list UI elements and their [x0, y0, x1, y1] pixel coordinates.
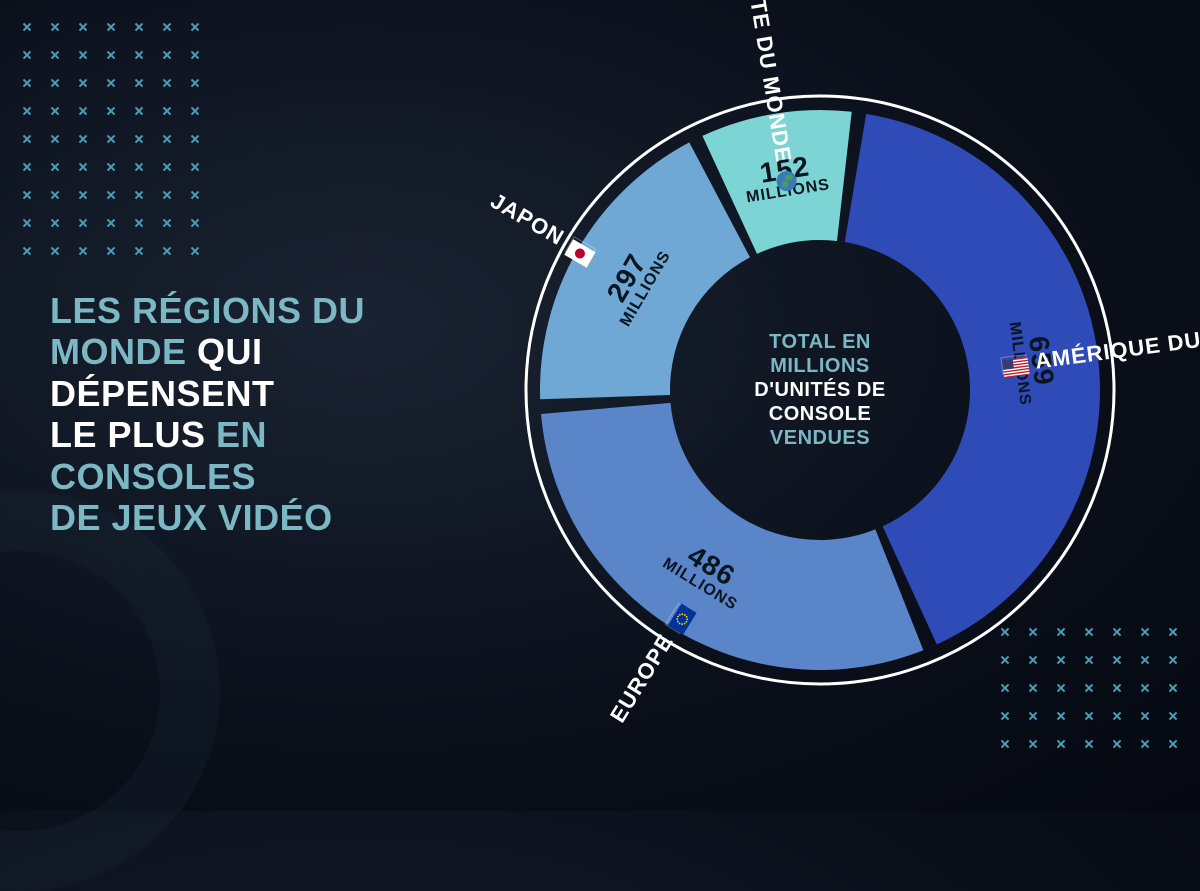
us-flag-icon	[1001, 353, 1029, 374]
background-circle	[0, 491, 220, 891]
globe-icon	[774, 169, 799, 194]
chart-center-label: TOTAL EN MILLIONSD'UNITÉS DECONSOLE VEND…	[720, 330, 920, 450]
decoration-crosses-topleft	[20, 20, 202, 258]
donut-chart: TOTAL EN MILLIONSD'UNITÉS DECONSOLE VEND…	[480, 50, 1160, 730]
page-title: LES RÉGIONS DUMONDE QUI DÉPENSENTLE PLUS…	[50, 290, 430, 538]
